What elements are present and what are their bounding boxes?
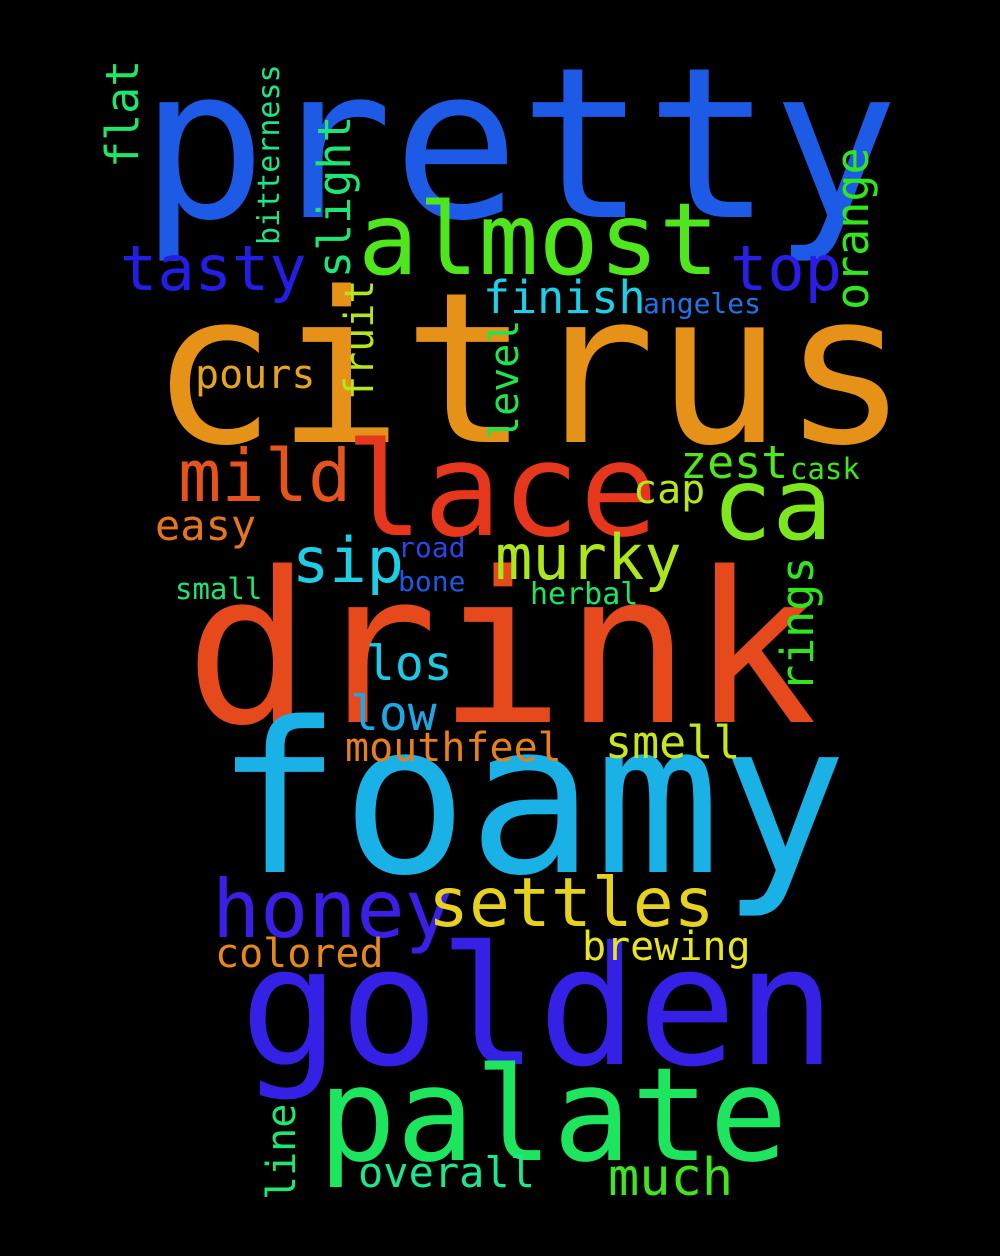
word-lace: lace — [345, 414, 659, 566]
word-almost: almost — [358, 181, 720, 298]
word-cask: cask — [790, 452, 860, 486]
word-golden: golden — [240, 911, 837, 1103]
word-line: line — [259, 1103, 305, 1200]
word-foamy: foamy — [215, 677, 848, 922]
word-herbal: herbal — [530, 577, 639, 612]
word-ca: ca — [712, 446, 833, 563]
word-settles: settles — [428, 864, 715, 943]
word-rings: rings — [771, 556, 824, 692]
word-road: road — [398, 531, 466, 564]
word-mild: mild — [178, 434, 352, 518]
word-fruit: fruit — [337, 279, 383, 400]
word-finish: finish — [483, 271, 646, 324]
word-drink: drink — [185, 527, 818, 772]
word-tasty: tasty — [120, 232, 307, 305]
word-honey: honey — [212, 863, 453, 956]
word-bitterness: bitterness — [252, 64, 287, 245]
word-easy: easy — [155, 501, 257, 550]
word-sip: sip — [292, 524, 404, 597]
word-pretty: pretty — [140, 22, 899, 267]
word-slight: slight — [308, 115, 361, 278]
word-citrus: citrus — [150, 247, 909, 492]
word-cap: cap — [633, 467, 706, 513]
word-top: top — [730, 232, 842, 305]
word-orange: orange — [826, 147, 879, 310]
word-murky: murky — [495, 521, 682, 594]
word-palate: palate — [318, 1039, 788, 1191]
word-smell: smell — [605, 716, 741, 769]
word-los: los — [366, 636, 453, 692]
word-level: level — [482, 319, 528, 440]
word-colored: colored — [215, 931, 384, 977]
word-angeles: angeles — [643, 287, 762, 320]
word-zest: zest — [680, 436, 789, 489]
word-small: small — [175, 572, 263, 606]
word-overall: overall — [358, 1148, 536, 1197]
word-bone: bone — [398, 565, 466, 598]
word-mouthfeel: mouthfeel — [345, 725, 562, 771]
word-flat: flat — [96, 59, 149, 168]
word-pours: pours — [195, 352, 316, 398]
word-brewing: brewing — [582, 924, 751, 970]
word-low: low — [350, 686, 437, 742]
word-much: much — [608, 1148, 734, 1208]
